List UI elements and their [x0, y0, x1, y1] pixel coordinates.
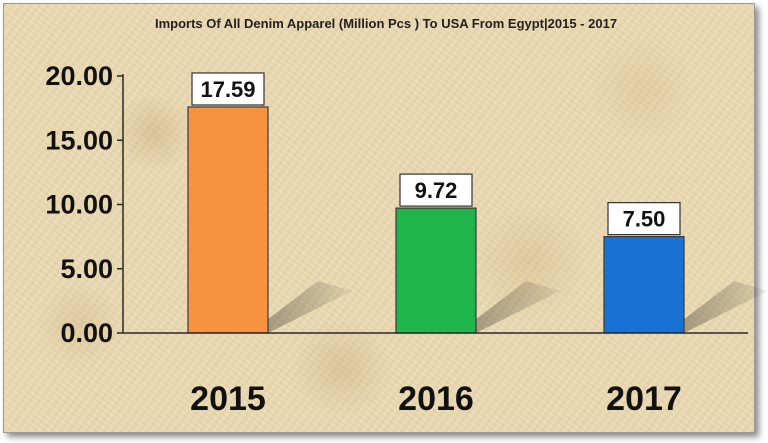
bar-shadow: [466, 281, 560, 333]
y-tick-label: 15.00: [45, 125, 113, 155]
y-tick-label: 10.00: [45, 190, 113, 220]
bar: [603, 236, 685, 334]
x-tick-label: 2015: [190, 380, 266, 418]
data-label-box: [191, 72, 265, 106]
chart-title: Imports Of All Denim Apparel (Million Pc…: [155, 16, 617, 31]
bar-shadow: [674, 281, 768, 333]
data-label: 7.50: [623, 207, 666, 232]
y-tick-label: 5.00: [60, 254, 113, 284]
data-label: 17.59: [200, 77, 255, 102]
bar: [395, 207, 477, 334]
y-tick-label: 0.00: [60, 318, 113, 348]
y-tick-label: 20.00: [45, 61, 113, 91]
bar: [187, 106, 269, 334]
bar-shadow: [258, 281, 352, 333]
x-tick-label: 2017: [606, 380, 682, 418]
plot-area: 0.00 5.00 10.00 15.00 20.00 17.59 2015 9.72 2016…: [45, 61, 768, 418]
data-label: 9.72: [415, 178, 458, 203]
data-label-box: [607, 202, 681, 236]
data-label-box: [399, 173, 473, 207]
x-tick-label: 2016: [398, 380, 474, 418]
